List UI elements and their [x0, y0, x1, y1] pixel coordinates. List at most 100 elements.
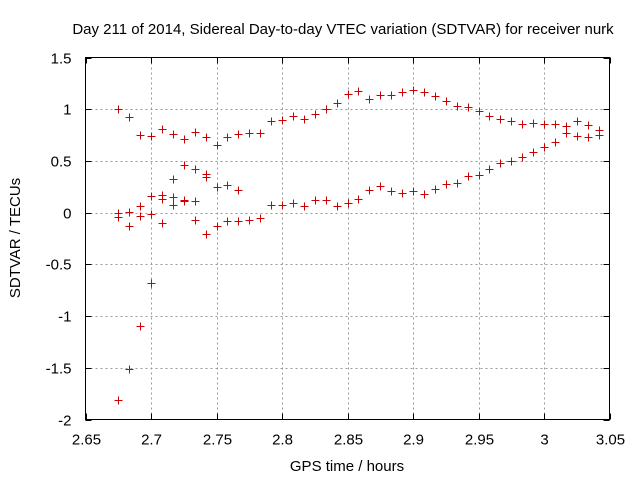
data-point-upper: [464, 103, 473, 112]
x-tick-label: 3.05: [596, 432, 625, 449]
data-point-upper: [147, 132, 156, 141]
data-point-upper: [223, 133, 232, 142]
data-point-outliers: [202, 230, 211, 239]
data-point-upper: [213, 141, 222, 150]
x-tick-label: 2.9: [403, 432, 424, 449]
data-point-middle: [595, 131, 604, 140]
data-point-middle: [322, 196, 331, 205]
data-point-lower: [213, 222, 222, 231]
data-point-outliers: [136, 322, 145, 331]
data-point-outliers: [158, 219, 167, 228]
data-point-lower: [223, 217, 232, 226]
data-point-lower: [191, 197, 200, 206]
data-point-upper: [496, 115, 505, 124]
data-point-upper: [485, 112, 494, 121]
data-point-upper: [158, 125, 167, 134]
data-point-middle: [180, 161, 189, 170]
data-point-upper: [267, 117, 276, 126]
data-point-upper: [442, 97, 451, 106]
data-point-middle: [365, 186, 374, 195]
data-point-middle: [223, 181, 232, 190]
x-tick-label: 2.95: [465, 432, 494, 449]
data-point-upper: [180, 135, 189, 144]
data-point-upper: [365, 95, 374, 104]
data-point-middle: [584, 133, 593, 142]
data-point-outliers: [114, 396, 123, 405]
data-point-upper: [584, 121, 593, 130]
data-point-outliers: [147, 279, 156, 288]
data-point-upper: [354, 87, 363, 96]
y-axis-tick-labels: -2 -1.5 -1 -0.5 0 0.5 1 1.5: [46, 51, 72, 430]
x-axis-label: GPS time / hours: [290, 458, 404, 475]
data-point-middle: [169, 175, 178, 184]
data-point-middle: [344, 199, 353, 208]
data-point-middle: [376, 182, 385, 191]
data-point-outliers: [169, 193, 178, 202]
data-point-upper: [333, 99, 342, 108]
data-points: [114, 86, 604, 405]
data-point-upper: [529, 119, 538, 128]
chart-title: Day 211 of 2014, Sidereal Day-to-day VTE…: [72, 21, 614, 38]
data-point-middle: [453, 179, 462, 188]
data-point-upper: [387, 91, 396, 100]
data-point-lower: [147, 210, 156, 219]
data-point-upper: [453, 102, 462, 111]
data-point-upper: [431, 92, 440, 101]
data-point-upper: [562, 122, 571, 131]
x-tick-label: 2.85: [334, 432, 363, 449]
data-point-middle: [442, 180, 451, 189]
data-point-middle: [551, 138, 560, 147]
data-point-middle: [398, 189, 407, 198]
data-point-middle: [518, 153, 527, 162]
y-tick-label: 1.5: [51, 51, 72, 68]
data-point-lower: [234, 217, 243, 226]
data-point-upper: [311, 110, 320, 119]
y-axis-label: SDTVAR / TECUs: [7, 178, 24, 298]
data-point-upper: [507, 117, 516, 126]
data-point-upper: [256, 129, 265, 138]
data-point-lower: [169, 201, 178, 210]
data-point-middle: [540, 143, 549, 152]
data-point-upper: [300, 115, 309, 124]
data-point-middle: [147, 192, 156, 201]
data-point-outliers: [180, 196, 189, 205]
y-tick-label: 0: [63, 206, 71, 223]
data-point-upper: [125, 113, 134, 122]
data-point-upper: [136, 131, 145, 140]
x-tick-label: 2.65: [72, 432, 101, 449]
x-tick-label: 2.8: [272, 432, 293, 449]
data-point-upper: [114, 105, 123, 114]
data-point-lower: [136, 212, 145, 221]
data-point-middle: [354, 195, 363, 204]
axis-ticks: [85, 57, 611, 421]
data-point-middle: [431, 185, 440, 194]
data-point-upper: [540, 120, 549, 129]
y-tick-label: -1: [58, 309, 71, 326]
data-point-upper: [409, 86, 418, 95]
data-point-upper: [518, 120, 527, 129]
data-point-middle: [136, 202, 145, 211]
data-point-middle: [278, 201, 287, 210]
data-point-outliers: [191, 216, 200, 225]
data-point-middle: [300, 202, 309, 211]
y-tick-label: 1: [63, 102, 71, 119]
data-point-middle: [496, 159, 505, 168]
data-point-upper: [551, 120, 560, 129]
data-point-upper: [573, 117, 582, 126]
data-point-middle: [191, 165, 200, 174]
data-point-upper: [475, 107, 484, 116]
data-point-upper: [278, 116, 287, 125]
data-point-middle: [562, 129, 571, 138]
data-point-middle: [333, 202, 342, 211]
data-point-upper: [344, 90, 353, 99]
x-tick-label: 3: [540, 432, 548, 449]
data-point-upper: [420, 88, 429, 97]
x-tick-label: 2.7: [141, 432, 162, 449]
data-point-middle: [573, 132, 582, 141]
data-point-upper: [169, 130, 178, 139]
data-point-lower: [202, 170, 211, 179]
data-point-middle: [311, 196, 320, 205]
data-point-middle: [234, 186, 243, 195]
